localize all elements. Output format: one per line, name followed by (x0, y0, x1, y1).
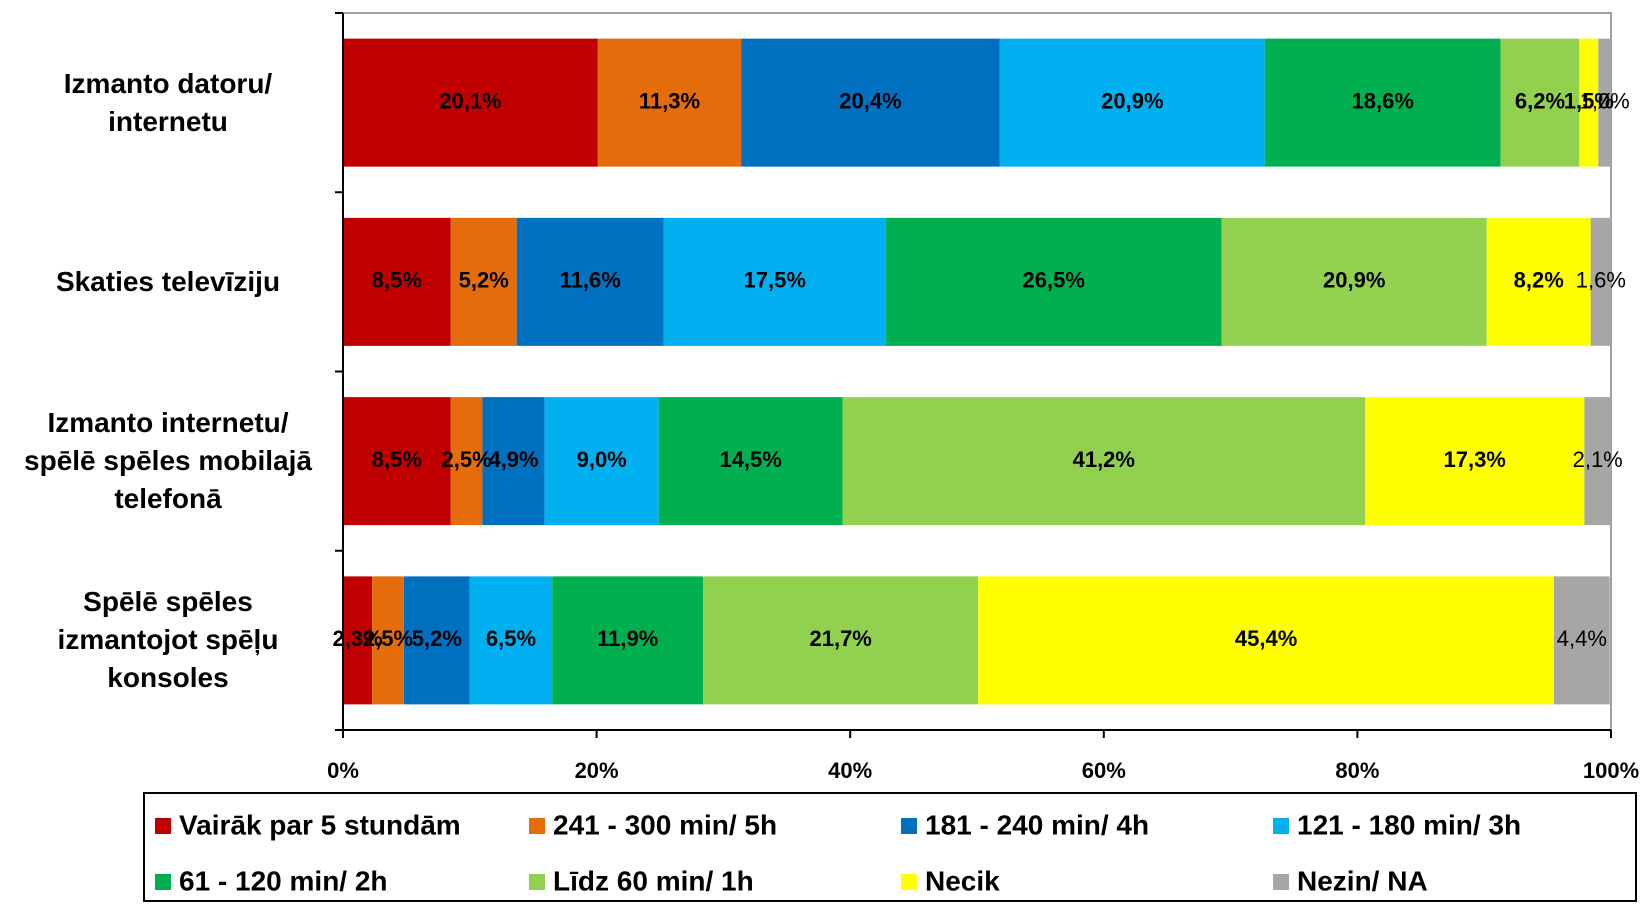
data-label: 4,4% (1557, 626, 1607, 651)
data-label: 17,3% (1443, 447, 1505, 472)
legend-label: Līdz 60 min/ 1h (553, 865, 754, 896)
data-label: 1,5% (1564, 88, 1614, 113)
legend-label: 61 - 120 min/ 2h (179, 865, 388, 896)
bar-segment (663, 217, 886, 346)
bar-segment (1590, 217, 1611, 346)
data-label: 18,6% (1352, 88, 1414, 113)
bar-segment (1365, 397, 1585, 526)
legend-swatch (1273, 874, 1289, 890)
category-label: Skaties televīziju (55, 265, 281, 297)
data-label: 26,5% (1023, 268, 1085, 293)
bar-segment (1486, 217, 1591, 346)
bar-segment (469, 576, 553, 705)
data-label: 11,9% (597, 626, 658, 651)
data-label: 14,5% (719, 447, 781, 472)
bar-segment (372, 576, 404, 705)
legend-label: Necik (925, 865, 1000, 896)
bar-segment (741, 38, 1000, 167)
x-tick-label: 100% (1583, 758, 1639, 783)
x-tick-label: 40% (828, 758, 872, 783)
data-label: 20,9% (1323, 268, 1385, 293)
bar-segment (1500, 38, 1580, 167)
x-tick-label: 60% (1082, 758, 1126, 783)
bar-segment (343, 397, 451, 526)
bar-segment (999, 38, 1265, 167)
category-label: Spēlē spēles izmantojot spēļu konsoles (57, 586, 279, 694)
legend-swatch (901, 874, 917, 890)
legend-swatch (155, 874, 171, 890)
bar-segment (597, 38, 742, 167)
data-label: 8,2% (1514, 268, 1564, 293)
legend-label: 241 - 300 min/ 5h (553, 809, 777, 840)
bar-segment (450, 397, 483, 526)
data-label: 2,5% (363, 626, 413, 651)
bar-segment (658, 397, 843, 526)
bar-segment (482, 397, 545, 526)
legend-swatch (529, 874, 545, 890)
data-label: 2,5% (442, 447, 492, 472)
data-label: 45,4% (1235, 626, 1297, 651)
data-label: 1,6% (1576, 268, 1626, 293)
data-label: 20,9% (1101, 88, 1163, 113)
bar-segment (1264, 38, 1501, 167)
category-label: Izmanto internetu/ spēlē spēles mobilajā… (24, 407, 312, 515)
data-label: 2,1% (1573, 447, 1623, 472)
data-label: 20,4% (839, 88, 901, 113)
legend-swatch (901, 818, 917, 834)
bar-segment (1221, 217, 1487, 346)
data-label: 20,1% (439, 88, 501, 113)
x-tick-label: 80% (1335, 758, 1379, 783)
category-label: Izmanto datoru/ internetu (63, 67, 273, 137)
data-label: 1,0% (1580, 88, 1630, 113)
data-label: 8,5% (372, 268, 422, 293)
data-label: 17,5% (744, 268, 806, 293)
legend-label: Vairāk par 5 stundām (179, 809, 461, 840)
bar-segment (450, 217, 517, 346)
data-label: 4,9% (488, 447, 538, 472)
legend-label: Nezin/ NA (1297, 865, 1428, 896)
legend-swatch (529, 818, 545, 834)
data-label: 2,3% (333, 626, 383, 651)
data-label: 6,5% (486, 626, 536, 651)
bar-segment (885, 217, 1222, 346)
data-label: 41,2% (1073, 447, 1135, 472)
bar-segment (703, 576, 979, 705)
x-tick-label: 20% (575, 758, 619, 783)
bar-segment (1579, 38, 1599, 167)
bar-segment (552, 576, 704, 705)
bar-segment (403, 576, 470, 705)
data-label: 11,3% (639, 88, 700, 113)
bar-segment (343, 576, 373, 705)
bar-segment (516, 217, 664, 346)
bar-segment (978, 576, 1554, 705)
data-label: 9,0% (577, 447, 627, 472)
legend-label: 181 - 240 min/ 4h (925, 809, 1149, 840)
bar-segment (1553, 576, 1610, 705)
data-label: 5,2% (459, 268, 509, 293)
bar-segment (343, 217, 451, 346)
bar-segment (343, 38, 598, 167)
bar-segment (544, 397, 659, 526)
data-label: 6,2% (1515, 88, 1565, 113)
bar-segment (1598, 38, 1611, 167)
data-label: 21,7% (809, 626, 871, 651)
legend-box (143, 792, 1637, 902)
data-label: 5,2% (412, 626, 462, 651)
x-tick-label: 0% (327, 758, 359, 783)
legend-swatch (155, 818, 171, 834)
data-label: 8,5% (372, 447, 422, 472)
legend-swatch (1273, 818, 1289, 834)
legend-label: 121 - 180 min/ 3h (1297, 809, 1521, 840)
bar-segment (842, 397, 1366, 526)
data-label: 11,6% (560, 268, 621, 293)
bar-segment (1584, 397, 1611, 526)
